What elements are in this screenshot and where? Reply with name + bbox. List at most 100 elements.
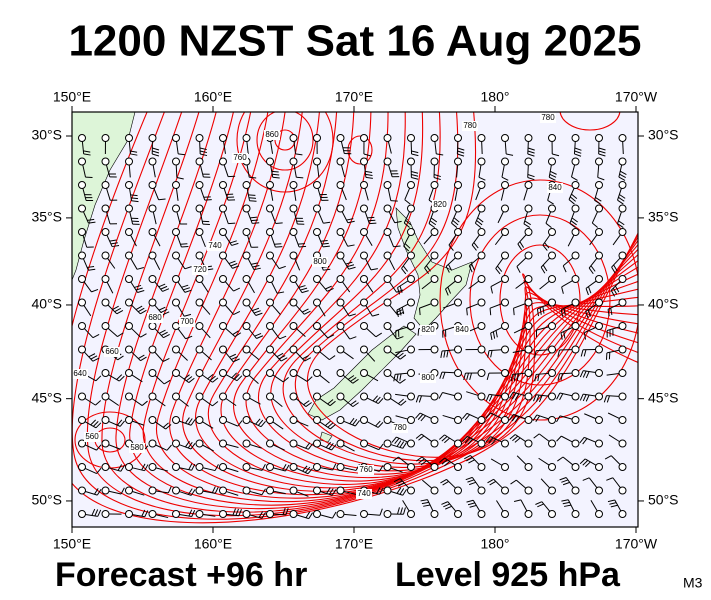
- barb-shaft: [224, 258, 233, 269]
- barb-feather: [152, 147, 160, 151]
- barb-station: [571, 157, 580, 166]
- barb-shaft: [272, 398, 283, 408]
- barb-station: [524, 416, 533, 424]
- barb-station: [618, 275, 627, 283]
- wind-barb: [393, 478, 415, 495]
- barb-station: [430, 298, 439, 307]
- wind-barb: [266, 298, 281, 315]
- barb-station: [571, 486, 580, 495]
- barb-feather: [469, 481, 476, 486]
- contour-label: 580: [130, 443, 144, 452]
- barb-shaft: [131, 398, 143, 406]
- wind-barb: [595, 157, 605, 181]
- wind-barb: [465, 345, 486, 354]
- barb-feather: [112, 244, 120, 248]
- barb-feather: [328, 443, 334, 450]
- barb-shaft: [606, 349, 620, 354]
- barb-shaft: [155, 421, 166, 430]
- barb-station: [172, 181, 180, 189]
- wind-barb: [534, 369, 556, 382]
- barb-station: [618, 134, 627, 142]
- barb-station: [454, 251, 462, 260]
- barb-shaft: [84, 351, 94, 362]
- barb-station: [78, 439, 86, 448]
- barb-station: [454, 369, 462, 377]
- contour-line: [258, 112, 638, 472]
- barb-feather: [248, 197, 256, 199]
- barb-feather: [249, 176, 257, 179]
- wind-barb: [195, 275, 209, 293]
- wind-barb: [313, 392, 336, 407]
- barb-shaft: [367, 444, 379, 451]
- barb-shaft: [444, 434, 456, 443]
- barb-shaft: [516, 479, 527, 489]
- barb-feather: [415, 395, 419, 403]
- lat-label: 45°S: [648, 389, 679, 405]
- barb-shaft: [342, 374, 354, 384]
- barb-feather: [441, 436, 448, 442]
- barb-station: [266, 204, 274, 213]
- barb-shaft: [365, 281, 374, 293]
- barb-shaft: [493, 478, 503, 489]
- barb-station: [618, 439, 627, 448]
- wind-barb: [396, 298, 415, 317]
- barb-station: [383, 439, 392, 448]
- barb-feather: [514, 437, 521, 443]
- barb-feather: [527, 150, 535, 154]
- barb-station: [219, 510, 227, 518]
- barb-station: [571, 510, 580, 518]
- wind-barb: [172, 181, 180, 201]
- barb-shaft: [466, 303, 479, 309]
- barb-feather: [490, 332, 493, 341]
- barb-station: [125, 416, 133, 424]
- barb-station: [101, 439, 110, 448]
- barb-station: [101, 275, 110, 283]
- barb-station: [336, 369, 345, 377]
- barb-shaft: [387, 141, 392, 154]
- barb-station: [571, 345, 580, 354]
- barb-station: [78, 134, 86, 142]
- wind-barb: [360, 416, 384, 428]
- barb-feather: [253, 267, 261, 271]
- barb-shaft: [396, 436, 408, 443]
- barb-station: [195, 228, 204, 236]
- barb-station: [289, 204, 298, 213]
- barb-feather: [448, 244, 454, 251]
- barb-station: [289, 251, 298, 260]
- barb-station: [477, 204, 486, 213]
- barb-shaft: [83, 305, 92, 317]
- barb-feather: [234, 373, 240, 380]
- wind-barb: [219, 181, 236, 201]
- wind-barb: [445, 251, 462, 273]
- wind-barb: [556, 392, 580, 401]
- barb-shaft: [128, 164, 131, 178]
- barb-feather: [83, 150, 91, 153]
- barb-station: [477, 345, 486, 354]
- barb-feather: [185, 335, 193, 340]
- barb-shaft: [82, 164, 86, 178]
- wind-barb: [195, 298, 211, 315]
- barb-shaft: [442, 349, 455, 352]
- barb-feather: [190, 489, 196, 496]
- barb-station: [595, 439, 603, 448]
- barb-shaft: [434, 141, 437, 154]
- barb-station: [595, 228, 603, 236]
- barb-feather: [131, 197, 139, 200]
- barb-feather: [88, 353, 96, 358]
- contour-ring: [347, 135, 373, 165]
- contour-ring: [236, 112, 334, 193]
- barb-feather: [183, 374, 190, 380]
- wind-barb: [242, 204, 260, 224]
- barb-feather: [88, 221, 96, 224]
- barb-station: [289, 392, 298, 401]
- barb-station: [548, 204, 556, 213]
- barb-station: [242, 322, 251, 330]
- barb-feather: [612, 287, 618, 295]
- wind-barb: [78, 134, 91, 156]
- barb-feather: [619, 194, 626, 199]
- barb-feather: [514, 416, 520, 423]
- wind-barb: [583, 322, 603, 340]
- barb-shaft: [442, 326, 455, 332]
- wind-barb: [289, 181, 298, 201]
- barb-feather: [487, 478, 494, 484]
